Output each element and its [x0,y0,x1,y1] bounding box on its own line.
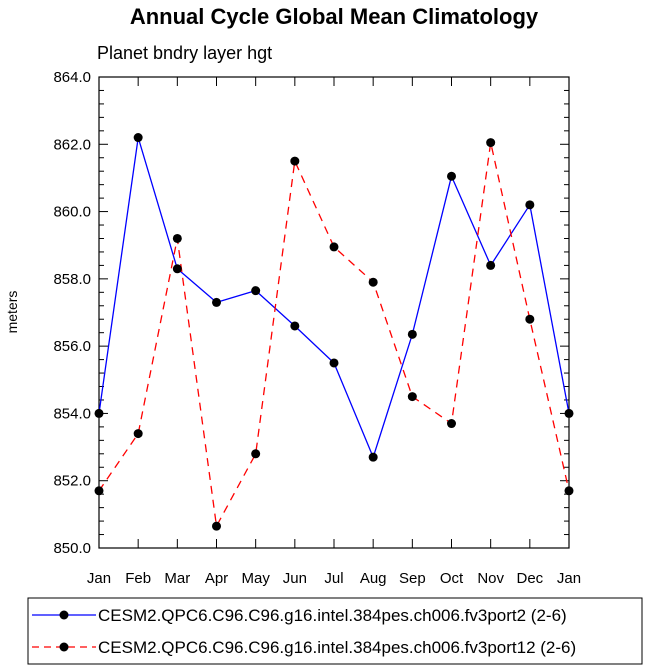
series-2-point [486,138,496,148]
y-tick-label: 850.0 [53,540,91,557]
series-line-1 [98,136,570,458]
x-tick-label: Sep [399,570,426,587]
series-1-point [212,297,221,307]
y-tick-label: 854.0 [53,405,91,422]
series-1-point [329,358,339,368]
series-1-point [368,452,378,462]
series-1-point [290,321,300,331]
y-tick-label: 858.0 [53,271,91,288]
x-tick-label: Jul [324,570,343,587]
series-1-point [447,171,456,181]
series-1-point [94,408,104,418]
x-tick-label: May [241,570,270,587]
series-2-point [447,419,456,429]
y-tick-label: 864.0 [53,69,91,86]
series-2-point [133,429,143,439]
y-tick-label: 862.0 [53,136,91,153]
x-tick-label: Jan [557,570,581,587]
series-1-point [172,264,182,274]
series-2-point [172,233,182,243]
y-axis-label: meters [4,291,20,334]
x-tick-label: Dec [516,570,543,587]
series-1-point [486,260,496,270]
series-2-point [290,156,300,166]
series-1-point [407,329,417,339]
series-2-point [564,486,574,496]
legend-label-series-1: CESM2.QPC6.C96.C96.g16.intel.384pes.ch00… [98,606,567,625]
legend-marker-series-1 [59,610,69,620]
legend-box [27,597,643,665]
x-tick-label: Jun [283,570,307,587]
x-tick-label: Mar [164,570,190,587]
y-tick-label: 852.0 [53,473,91,490]
legend-label-series-2: CESM2.QPC6.C96.C96.g16.intel.384pes.ch00… [98,638,576,657]
series-2-point [407,392,417,402]
x-tick-label: Oct [440,570,464,587]
series-2-point [251,449,261,459]
series-1-point [525,200,535,210]
series-2-point [368,277,378,287]
chart-title: Annual Cycle Global Mean Climatology [130,4,539,29]
series-1-point [133,133,143,143]
series-line-2 [98,141,570,527]
plot-frame [98,76,570,549]
series-2-point [94,486,104,496]
legend: CESM2.QPC6.C96.C96.g16.intel.384pes.ch00… [27,597,643,665]
x-tick-label: Nov [477,570,504,587]
x-tick-label: Aug [360,570,387,587]
series-2-point [525,314,535,324]
x-tick-label: Jan [87,570,111,587]
y-tick-label: 856.0 [53,338,91,355]
plot-area: 850.0 852.0 854.0 856.0 858.0 860.0 862.0 864.0… [53,69,581,587]
legend-marker-series-2 [59,642,69,652]
series-2-point [329,242,339,252]
y-tick-label: 860.0 [53,204,91,221]
chart-subtitle: Planet bndry layer hgt [97,43,272,63]
series-1-point [251,286,261,296]
x-tick-label: Feb [125,570,151,587]
series-1-point [564,408,574,418]
series-2-point [212,521,221,531]
x-tick-label: Apr [205,570,228,587]
